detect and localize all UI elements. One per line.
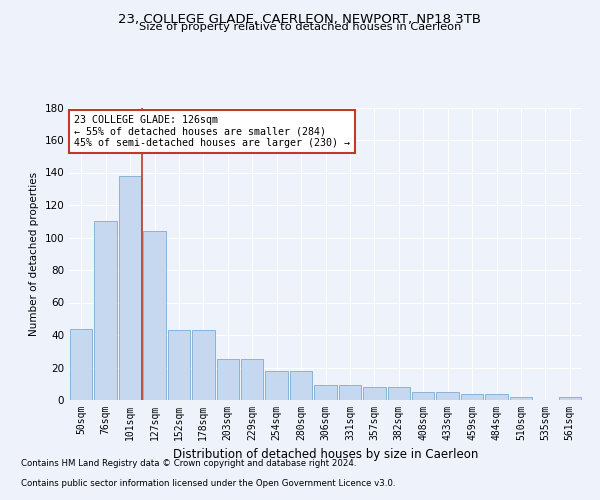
Bar [388, 387, 410, 400]
Bar [290, 371, 313, 400]
Text: 23, COLLEGE GLADE, CAERLEON, NEWPORT, NP18 3TB: 23, COLLEGE GLADE, CAERLEON, NEWPORT, NP… [119, 12, 482, 26]
Bar [192, 330, 215, 400]
Bar [412, 392, 434, 400]
Text: Contains HM Land Registry data © Crown copyright and database right 2024.: Contains HM Land Registry data © Crown c… [21, 458, 356, 468]
Bar [436, 392, 459, 400]
Text: Size of property relative to detached houses in Caerleon: Size of property relative to detached ho… [139, 22, 461, 32]
X-axis label: Distribution of detached houses by size in Caerleon: Distribution of detached houses by size … [173, 448, 478, 462]
Bar [143, 231, 166, 400]
Bar [94, 221, 117, 400]
Bar [167, 330, 190, 400]
Text: 23 COLLEGE GLADE: 126sqm
← 55% of detached houses are smaller (284)
45% of semi-: 23 COLLEGE GLADE: 126sqm ← 55% of detach… [74, 115, 350, 148]
Bar [363, 387, 386, 400]
Bar [509, 397, 532, 400]
Bar [119, 176, 142, 400]
Text: Contains public sector information licensed under the Open Government Licence v3: Contains public sector information licen… [21, 478, 395, 488]
Bar [338, 386, 361, 400]
Bar [461, 394, 484, 400]
Bar [265, 371, 288, 400]
Bar [70, 328, 92, 400]
Bar [241, 360, 263, 400]
Bar [485, 394, 508, 400]
Bar [217, 360, 239, 400]
Y-axis label: Number of detached properties: Number of detached properties [29, 172, 39, 336]
Bar [559, 397, 581, 400]
Bar [314, 386, 337, 400]
